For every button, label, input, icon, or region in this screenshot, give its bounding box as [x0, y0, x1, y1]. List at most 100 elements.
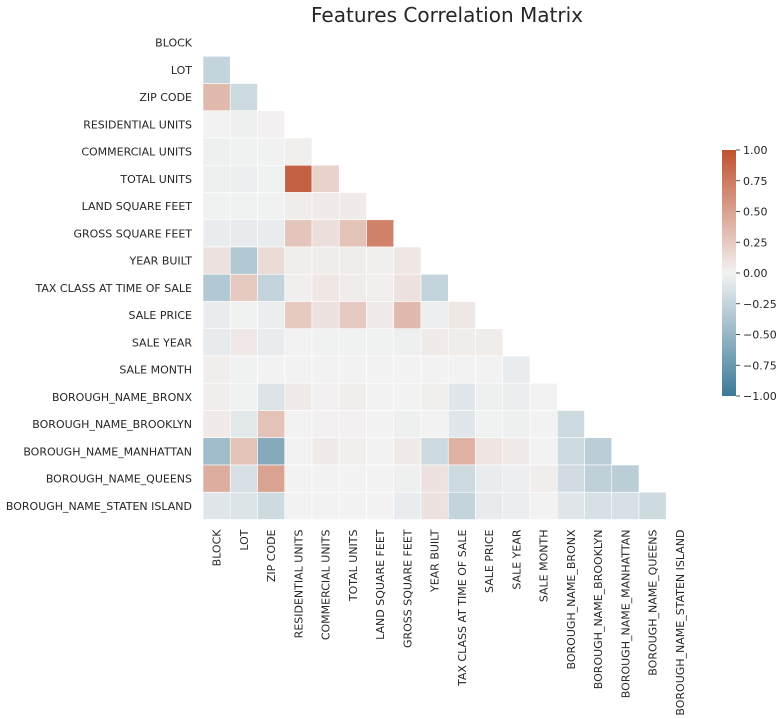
heatmap-cell [475, 410, 504, 439]
heatmap-cell [202, 110, 231, 139]
heatmap-cell [257, 246, 286, 275]
heatmap-cell [202, 164, 231, 193]
heatmap-cell [284, 355, 313, 384]
heatmap-cell [202, 273, 231, 302]
heatmap-cell [447, 328, 476, 357]
heatmap-cell [338, 301, 367, 330]
heatmap-cell [229, 328, 258, 357]
y-tick-label: BLOCK [155, 37, 193, 50]
y-tick-label: BOROUGH_NAME_QUEENS [46, 473, 192, 486]
heatmap-cell [556, 491, 585, 520]
heatmap-cell [529, 491, 558, 520]
y-tick-label: SALE YEAR [132, 336, 192, 349]
x-tick-label: TOTAL UNITS [347, 529, 360, 602]
heatmap-cell [229, 137, 258, 166]
x-tick-label: TAX CLASS AT TIME OF SALE [456, 529, 469, 687]
heatmap-cell [229, 273, 258, 302]
heatmap-cell [393, 464, 422, 493]
heatmap-cell [366, 437, 395, 466]
y-tick-label: BOROUGH_NAME_BRONX [52, 391, 192, 404]
x-tick-label: SALE MONTH [538, 530, 551, 603]
heatmap-cell [447, 382, 476, 411]
heatmap-cell [311, 355, 340, 384]
heatmap-cell [229, 301, 258, 330]
heatmap-cell [284, 491, 313, 520]
heatmap-cell [229, 83, 258, 112]
colorbar-tick-label: 0.75 [743, 175, 768, 188]
heatmap-cell [311, 301, 340, 330]
x-tick-label: COMMERCIAL UNITS [320, 529, 333, 640]
y-tick-label: TAX CLASS AT TIME OF SALE [34, 282, 192, 295]
heatmap-cell [284, 437, 313, 466]
heatmap-cell [257, 219, 286, 248]
heatmap-cell [257, 273, 286, 302]
heatmap-cell [447, 437, 476, 466]
heatmap-cell [257, 464, 286, 493]
heatmap-cell [257, 328, 286, 357]
heatmap-cell [529, 382, 558, 411]
heatmap-cell [338, 410, 367, 439]
heatmap-cell [366, 410, 395, 439]
heatmap-cell [366, 273, 395, 302]
heatmap-cell [338, 464, 367, 493]
colorbar-tick-label: 1.00 [743, 144, 768, 157]
heatmap-cell [202, 55, 231, 84]
heatmap-cell [311, 382, 340, 411]
heatmap-cell [447, 410, 476, 439]
chart-title: Features Correlation Matrix [311, 3, 583, 27]
heatmap-cell [420, 491, 449, 520]
heatmap-cell [202, 219, 231, 248]
heatmap-cell [202, 355, 231, 384]
heatmap-cell [393, 437, 422, 466]
heatmap-cell [284, 328, 313, 357]
x-tick-label: BOROUGH_NAME_QUEENS [647, 529, 660, 675]
heatmap-cell [420, 437, 449, 466]
heatmap-cell [366, 301, 395, 330]
heatmap-cell [475, 437, 504, 466]
colorbar-tick-label: −0.25 [743, 298, 777, 311]
colorbar: 1.00 0.75 0.50 0.25 0.00 −0.25 −0.50 −0.75 −1.00 [722, 144, 777, 403]
x-tick-label: BOROUGH_NAME_BROOKLYN [592, 530, 605, 690]
x-tick-label: BOROUGH_NAME_BRONX [565, 529, 578, 669]
heatmap-cell [284, 164, 313, 193]
heatmap-cell [447, 355, 476, 384]
heatmap-cell [393, 410, 422, 439]
heatmap-cell [366, 491, 395, 520]
heatmap-cell [229, 164, 258, 193]
heatmap-cell [311, 410, 340, 439]
colorbar-gradient [722, 150, 736, 396]
heatmap-cell [420, 301, 449, 330]
heatmap-cell [229, 355, 258, 384]
heatmap-cell [393, 246, 422, 275]
x-tick-label: BOROUGH_NAME_MANHATTAN [619, 530, 632, 699]
y-tick-label: YEAR BUILT [128, 255, 192, 268]
y-tick-label: GROSS SQUARE FEET [73, 227, 192, 240]
x-tick-label: SALE YEAR [510, 529, 523, 589]
colorbar-tick-label: −1.00 [743, 390, 777, 403]
heatmap-cell [284, 301, 313, 330]
heatmap-cell [475, 355, 504, 384]
heatmap-cell [475, 464, 504, 493]
heatmap-cell [529, 464, 558, 493]
heatmap-cell [257, 164, 286, 193]
colorbar-tick-label: −0.75 [743, 359, 777, 372]
y-tick-label: ZIP CODE [139, 91, 192, 104]
heatmap-cell [338, 192, 367, 221]
heatmap-cell [338, 328, 367, 357]
heatmap-cell [202, 301, 231, 330]
heatmap-cell [366, 246, 395, 275]
heatmap-cell [311, 219, 340, 248]
heatmap-cell [447, 301, 476, 330]
heatmap-cell [257, 192, 286, 221]
colorbar-tick-label: −0.50 [743, 329, 777, 342]
x-tick-label: LAND SQUARE FEET [374, 529, 387, 640]
heatmap-cell [420, 328, 449, 357]
heatmap-cell [420, 273, 449, 302]
y-tick-label: LOT [171, 64, 192, 77]
heatmap-cell [338, 219, 367, 248]
heatmap-cell [257, 355, 286, 384]
heatmap-cell [366, 328, 395, 357]
heatmap-cell [420, 410, 449, 439]
heatmap-cell [366, 219, 395, 248]
heatmap-cell [229, 464, 258, 493]
